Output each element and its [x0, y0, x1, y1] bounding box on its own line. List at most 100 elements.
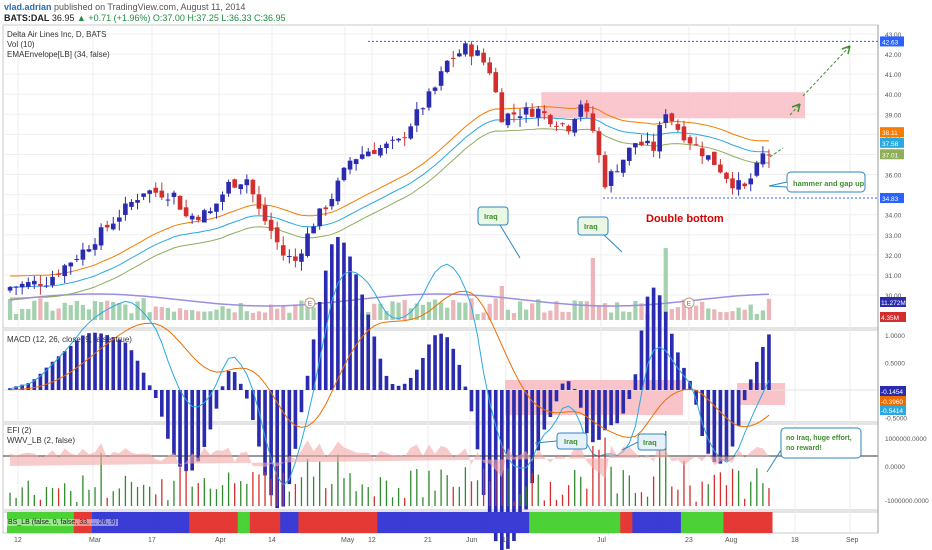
candle-body: [110, 223, 116, 230]
last-price: 36.95: [51, 13, 75, 23]
up-arrow-icon: ▲: [76, 13, 86, 23]
bs-segment: [729, 512, 737, 533]
bs-segment: [37, 512, 44, 533]
candle-body: [584, 103, 590, 112]
bs-segment: [668, 512, 676, 533]
bs-segment: [486, 512, 494, 533]
bs-segment: [741, 512, 749, 533]
volume-bar: [293, 304, 298, 320]
candle-body: [657, 124, 662, 152]
volume-bar: [123, 304, 128, 320]
price-tag: [880, 127, 904, 138]
annotations-layer: E E Double bottom hammer and gap up Iraq Iraq…: [304, 40, 878, 473]
volume-bar: [275, 308, 280, 320]
candle-body: [117, 217, 122, 222]
wwv-title[interactable]: WWV_LB (2, false): [7, 436, 76, 445]
volume-bar: [56, 308, 61, 320]
indicator-ema-envelope[interactable]: EMAEnvelope[LB] (34, false): [7, 50, 110, 59]
iraq-label-2: Iraq: [584, 222, 598, 231]
price-tag-label: 38.11: [882, 130, 898, 137]
efi-title[interactable]: EFI (2): [7, 426, 32, 435]
volume-bar: [451, 300, 456, 320]
volume-bar: [68, 305, 73, 320]
candle-body: [560, 123, 565, 125]
candle-body: [280, 245, 286, 256]
efi-tick-label: 0.0000: [885, 464, 905, 471]
volume-bar: [50, 310, 55, 320]
volume-bar: [760, 310, 766, 320]
candle-body: [359, 154, 365, 159]
efi-note-line: no reward!: [786, 445, 822, 452]
volume-bar: [536, 299, 541, 320]
bs-title[interactable]: BS_LB (false, 0, false, 33, ... 26, 9): [7, 519, 118, 526]
ohlc-values: O:37.00 H:37.25 L:36.33 C:36.95: [152, 13, 286, 23]
bs-segment: [225, 512, 233, 533]
publisher-name[interactable]: vlad.adrian: [4, 2, 52, 12]
bs-segment: [146, 512, 154, 533]
bs-segment: [765, 512, 773, 533]
candle-body: [724, 172, 729, 179]
volume-bar: [92, 301, 98, 320]
volume-bar: [736, 307, 741, 320]
macd-title[interactable]: MACD (12, 26, close, 9, false, true): [7, 335, 132, 344]
bs-segment: [237, 512, 245, 533]
price-tick-label: 36.00: [885, 173, 902, 180]
macd-tick-label: 0.5000: [885, 361, 905, 368]
bs-segment: [92, 512, 99, 533]
bs-segment: [510, 512, 518, 533]
volume-bar: [62, 302, 67, 320]
bs-segment: [523, 512, 530, 533]
volume-bar: [481, 312, 486, 320]
candle-body: [663, 114, 669, 123]
candle-body: [287, 256, 292, 258]
candle-body: [147, 190, 152, 194]
candle-body: [517, 116, 523, 118]
bs-segment: [310, 512, 318, 533]
efi-tick-label: 1000000.0000: [885, 436, 927, 443]
candle-body: [572, 118, 577, 133]
bs-segment: [602, 512, 609, 533]
candle-body: [274, 227, 280, 243]
time-tick-label: 21: [424, 537, 432, 544]
candle-body: [681, 126, 687, 141]
volume-bar: [26, 308, 31, 320]
volume-bar: [718, 312, 723, 320]
volume-bar: [475, 313, 480, 320]
candle-body: [13, 286, 19, 288]
efi-iraq-callout-2-tail: [621, 441, 639, 451]
candle-body: [311, 226, 316, 234]
macd-tag-label: -0.3960: [881, 399, 903, 406]
candle-body: [718, 164, 723, 173]
iraq-callout-1: [477, 206, 509, 226]
candle-body: [208, 211, 213, 214]
volume-bar: [165, 307, 171, 320]
macd-tick-label: 1.0000: [885, 333, 905, 340]
volume-bar: [281, 305, 286, 320]
time-tick-label: Aug: [725, 537, 738, 544]
candle-body: [62, 265, 67, 277]
volume-bar: [141, 298, 146, 320]
candle-body: [268, 219, 274, 231]
candle-body: [378, 147, 383, 156]
candle-body: [487, 62, 492, 74]
time-tick-label: 12: [368, 537, 376, 544]
volume-bar: [171, 311, 177, 320]
candle-body: [317, 208, 322, 227]
bs-segment: [134, 512, 142, 533]
price-tag-label: 37.58: [882, 141, 899, 148]
bs-segment: [249, 512, 257, 533]
bs-segment: [735, 512, 743, 533]
candle-body: [226, 181, 231, 194]
bs-segment: [377, 512, 384, 533]
volume-bar: [7, 298, 13, 320]
arrow-icon: [841, 45, 851, 55]
volume-bar: [596, 305, 602, 320]
candle-body: [712, 151, 717, 165]
pane-border: [2, 24, 879, 329]
price-tick-label: 43.00: [885, 32, 902, 39]
hammer-callout-tail: [768, 181, 788, 188]
indicator-volume[interactable]: Vol (10): [7, 40, 35, 49]
bs-segment: [492, 512, 500, 533]
bs-segment: [116, 512, 123, 533]
